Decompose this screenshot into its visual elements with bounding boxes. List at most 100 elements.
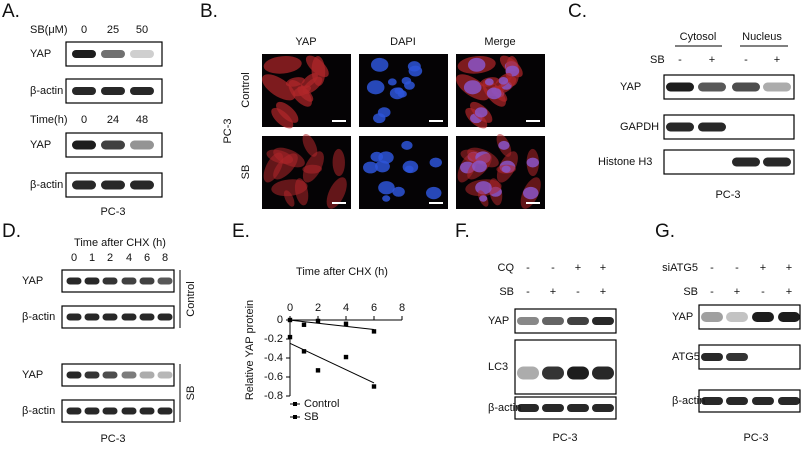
x-tick-label: 4 <box>343 302 349 314</box>
band <box>542 404 564 412</box>
row-label: β-actin <box>488 402 521 414</box>
band <box>157 277 173 285</box>
band <box>726 397 748 405</box>
band <box>84 407 100 415</box>
axis-label: SB(μM) <box>30 24 68 36</box>
lane-label: 0 <box>81 114 87 126</box>
panel-label: B. <box>200 1 218 22</box>
row-label: YAP <box>620 81 641 93</box>
cell-line-label: PC-3 <box>222 118 234 143</box>
sign: + <box>760 262 766 274</box>
x-tick-label: 0 <box>287 302 293 314</box>
caption: PC-3 <box>100 433 125 445</box>
blot <box>61 269 175 293</box>
band <box>157 407 173 415</box>
nucleus <box>479 195 488 202</box>
blot <box>61 363 175 387</box>
nucleus <box>404 165 414 173</box>
fraction-label: Cytosol <box>680 31 717 43</box>
cell <box>302 133 318 157</box>
caption: PC-3 <box>743 432 768 444</box>
band <box>101 50 125 58</box>
cell <box>271 179 308 197</box>
row-label: Histone H3 <box>598 156 652 168</box>
nucleus <box>389 87 405 100</box>
panel-label: D. <box>2 221 21 242</box>
row-label: YAP <box>22 275 43 287</box>
row-label: β-actin <box>22 311 55 323</box>
band <box>517 366 539 380</box>
nucleus <box>366 80 385 95</box>
sign: + <box>709 54 715 66</box>
lane-label: 25 <box>107 24 119 36</box>
nucleus <box>498 140 510 150</box>
y-tick-label: -0.6 <box>264 371 283 383</box>
band <box>592 317 614 325</box>
band <box>752 312 774 322</box>
sign: + <box>774 54 780 66</box>
band <box>101 180 125 190</box>
row-label: GAPDH <box>620 121 659 133</box>
sign: - <box>526 286 530 298</box>
band <box>121 277 137 285</box>
x-tick-label: 6 <box>371 302 377 314</box>
panel-label: E. <box>232 221 250 242</box>
nucleus <box>467 57 486 72</box>
band <box>101 87 125 95</box>
lane-label: 48 <box>136 114 148 126</box>
band <box>567 317 589 325</box>
panel-label: A. <box>2 1 20 22</box>
sign: + <box>575 262 581 274</box>
lane-label: 24 <box>107 114 119 126</box>
legend-label: SB <box>304 411 319 423</box>
data-point <box>343 354 349 360</box>
band <box>102 313 118 321</box>
band <box>72 180 96 190</box>
row-label: β-actin <box>30 85 63 97</box>
lane-label: 50 <box>136 24 148 36</box>
nucleus <box>392 186 405 197</box>
band <box>101 140 125 150</box>
cell <box>276 101 299 123</box>
lane-label: 0 <box>81 24 87 36</box>
band <box>72 87 96 95</box>
band <box>517 404 539 412</box>
panel-label: G. <box>655 221 675 242</box>
sign: + <box>786 286 792 298</box>
band <box>542 366 564 380</box>
sign: + <box>550 286 556 298</box>
data-point <box>287 317 293 323</box>
band <box>666 122 694 132</box>
nucleus <box>463 80 482 95</box>
group-label: Control <box>185 281 197 316</box>
data-point <box>315 318 321 324</box>
sign: - <box>710 262 714 274</box>
band <box>84 313 100 321</box>
row-label: CQ <box>498 262 515 274</box>
row-label: YAP <box>672 311 693 323</box>
row-label: β-actin <box>22 405 55 417</box>
band <box>726 353 748 361</box>
band <box>84 277 100 285</box>
cell <box>300 73 318 89</box>
sign: + <box>786 262 792 274</box>
band <box>72 140 96 150</box>
band <box>66 313 82 321</box>
nucleus <box>472 160 487 173</box>
row-label: SB <box>650 54 665 66</box>
row-label: β-actin <box>30 179 63 191</box>
row-label: siATG5 <box>662 262 698 274</box>
band <box>726 312 748 322</box>
panel-label: F. <box>455 221 470 242</box>
nucleus <box>498 77 509 85</box>
row-label: SB <box>499 286 514 298</box>
band <box>698 82 726 92</box>
group-label: SB <box>185 386 197 401</box>
band <box>567 366 589 380</box>
band <box>139 277 155 285</box>
nucleus <box>474 107 488 118</box>
lane-label: 0 <box>71 252 77 264</box>
nucleus <box>370 57 389 72</box>
nucleus <box>425 186 442 200</box>
band <box>778 397 800 405</box>
